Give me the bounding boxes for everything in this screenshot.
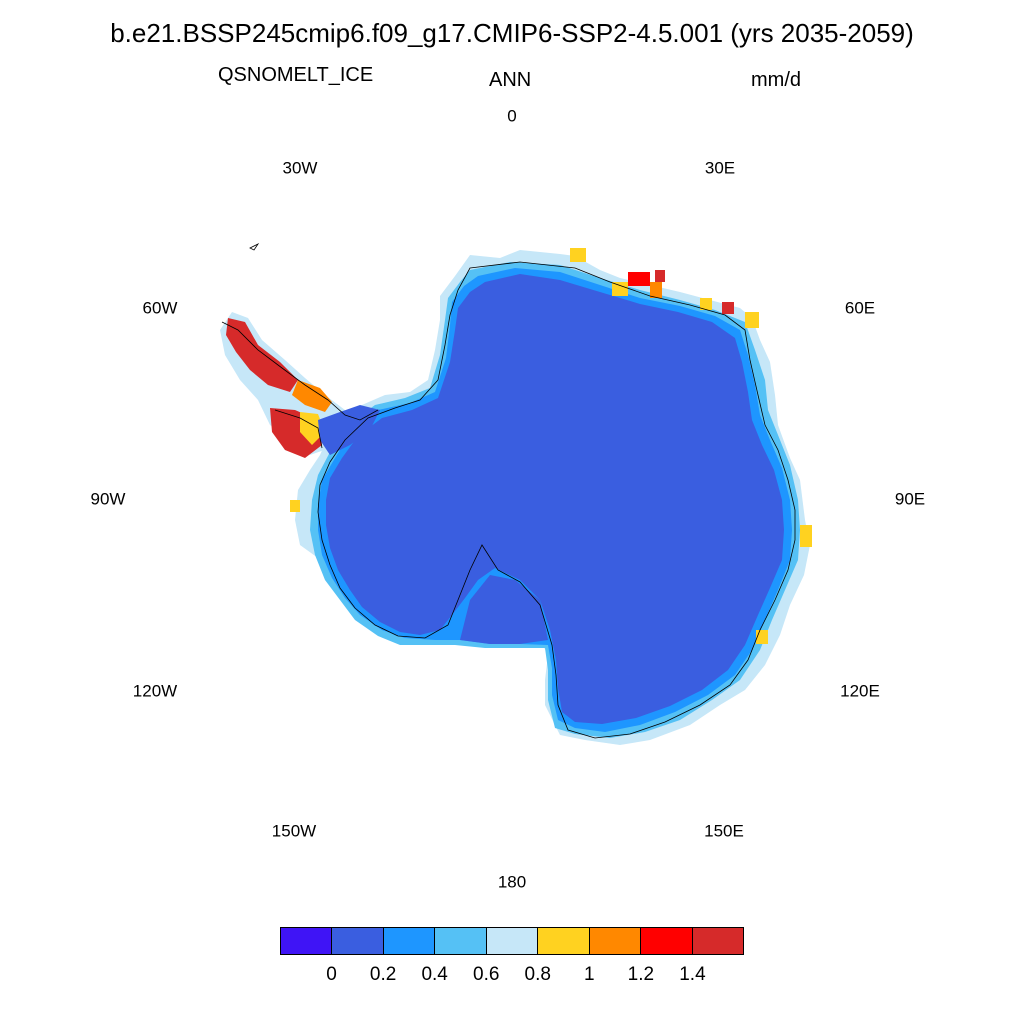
melt-patch (290, 500, 300, 512)
melt-patch (628, 272, 650, 286)
lon-label-90w: 90W (90, 489, 126, 509)
lon-label-90e: 90E (894, 489, 926, 509)
melt-patch (722, 302, 734, 314)
colorbar-label-2: 0.4 (421, 964, 448, 985)
colorbar-swatch-8 (691, 927, 744, 955)
lon-label-180: 180 (497, 872, 527, 892)
island-outline (249, 242, 260, 251)
colorbar-swatch-0 (280, 927, 332, 955)
lon-label-60e: 60E (844, 298, 876, 318)
lon-label-30w: 30W (282, 158, 318, 178)
colorbar-label-5: 1 (584, 964, 595, 985)
melt-patch (700, 298, 712, 310)
melt-patch (650, 282, 662, 298)
lon-label-150e: 150E (704, 821, 744, 841)
melt-patch (756, 630, 768, 644)
lon-label-120e: 120E (840, 681, 880, 701)
peninsula-orange (292, 380, 332, 412)
colorbar-swatch-7 (640, 927, 692, 955)
plot-title: b.e21.BSSP245cmip6.f09_g17.CMIP6-SSP2-4.… (110, 18, 914, 48)
variable-name: QSNOMELT_ICE (218, 64, 374, 86)
colorbar-label-7: 1.4 (679, 964, 706, 985)
colorbar-swatch-6 (588, 927, 641, 955)
colorbar-label-1: 0.2 (369, 964, 397, 985)
colorbar (280, 927, 744, 955)
season-label: ANN (489, 69, 532, 91)
melt-patch (800, 525, 812, 547)
colorbar-swatch-4 (485, 927, 538, 955)
lon-label-120w: 120W (132, 681, 178, 701)
colorbar-label-3: 0.6 (473, 964, 500, 985)
colorbar-swatch-3 (434, 927, 486, 955)
lon-label-0: 0 (507, 106, 517, 126)
ice-sheet-interior (326, 274, 784, 724)
lon-label-150w: 150W (271, 821, 317, 841)
colorbar-swatch-5 (537, 927, 589, 955)
melt-patch (570, 248, 586, 262)
colorbar-label-4: 0.8 (524, 964, 551, 985)
colorbar-swatch-1 (331, 927, 383, 955)
lon-label-30e: 30E (704, 158, 736, 178)
peninsula-coastline (221, 321, 379, 449)
lon-label-60w: 60W (142, 298, 178, 318)
coastline (317, 261, 796, 739)
colorbar-label-6: 1.2 (627, 964, 655, 985)
melt-patch (655, 270, 665, 282)
colorbar-label-0: 0 (326, 964, 337, 985)
melt-patch (745, 312, 759, 328)
ross-shelf (460, 575, 548, 644)
colorbar-swatch-2 (382, 927, 435, 955)
units-label: mm/d (751, 69, 801, 91)
melt-patch (612, 282, 628, 296)
